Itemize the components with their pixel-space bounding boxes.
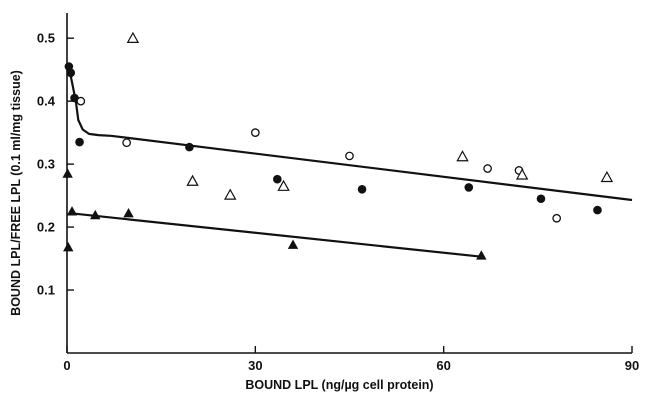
open-circle-point <box>76 96 86 106</box>
y-tick-label: 0.4 <box>37 94 56 109</box>
open-triangle-point <box>186 174 199 186</box>
y-tick-label: 0.1 <box>37 283 55 298</box>
y-tick-label: 0.2 <box>37 220 55 235</box>
open-circle-point <box>483 164 492 173</box>
open-triangle-point <box>277 179 290 191</box>
filled-circle-point <box>536 194 546 204</box>
filled-triangle-point <box>66 206 78 216</box>
filled-triangle-point <box>287 239 299 249</box>
filled-triangle-point <box>90 209 101 220</box>
y-axis-title: BOUND LPL/FREE LPL (0.1 ml/mg tissue) <box>9 70 23 316</box>
filled-circle-point <box>357 184 367 194</box>
filled-triangle-point <box>476 250 487 260</box>
data-points <box>62 31 614 260</box>
fit-line <box>67 66 633 202</box>
open-triangle-point <box>126 31 140 43</box>
open-circle-point <box>250 128 260 137</box>
open-circle-point <box>552 213 562 223</box>
open-circle-point <box>345 151 354 161</box>
filled-circle-point <box>75 137 84 147</box>
open-triangle-point <box>456 150 469 162</box>
x-tick-label: 0 <box>63 358 70 373</box>
open-triangle-point <box>515 168 529 180</box>
y-tick-label: 0.5 <box>37 31 55 46</box>
x-tick-label: 30 <box>248 358 262 373</box>
filled-circle-point <box>593 205 602 215</box>
axes <box>66 13 632 354</box>
filled-circle-point <box>185 142 194 152</box>
x-tick-label: 60 <box>436 358 450 373</box>
filled-circle-point <box>464 183 474 192</box>
open-triangle-point <box>224 188 237 200</box>
filled-circle-point <box>273 174 282 184</box>
open-circle-point <box>122 138 131 148</box>
axis-ticks: 0 30 60 90 0.1 0.2 0.3 0.4 0.5 <box>37 31 639 373</box>
x-axis-title: BOUND LPL (ng/µg cell protein) <box>245 378 433 392</box>
filled-circle-point <box>66 68 76 78</box>
y-tick-label: 0.3 <box>37 157 55 172</box>
fit-lines <box>67 66 633 258</box>
filled-triangle-point <box>62 168 73 178</box>
fit-line <box>69 212 482 258</box>
open-triangle-point <box>600 170 614 183</box>
filled-triangle-point <box>63 242 74 252</box>
filled-triangle-point <box>123 208 134 218</box>
x-tick-label: 90 <box>625 358 639 373</box>
